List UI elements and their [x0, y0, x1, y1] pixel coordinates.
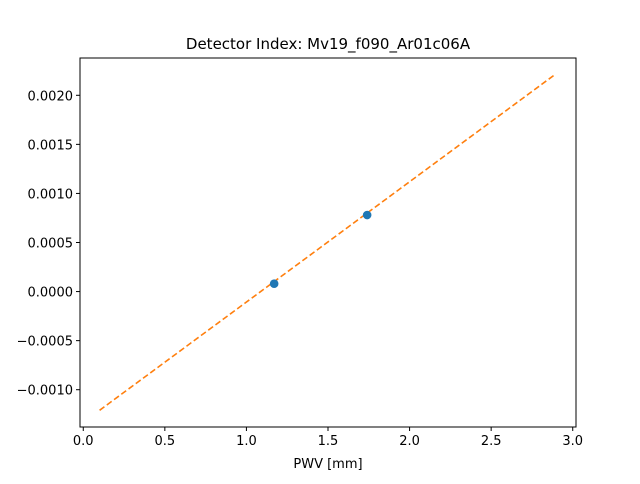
x-tick-label: 1.0: [236, 434, 257, 449]
x-tick-label: 0.5: [154, 434, 175, 449]
y-tick-label: 0.0015: [28, 138, 74, 153]
x-tick-label: 1.5: [318, 434, 339, 449]
x-tick-label: 2.0: [399, 434, 420, 449]
x-tick-label: 3.0: [562, 434, 583, 449]
data-point: [269, 279, 279, 289]
x-axis-label: PWV [mm]: [293, 457, 362, 472]
y-tick-label: 0.0005: [28, 237, 74, 252]
y-tick-label: 0.0010: [28, 187, 74, 202]
y-tick-label: 0.0020: [28, 89, 74, 104]
plot-area: [99, 74, 556, 411]
y-tick-label: 0.0000: [28, 286, 74, 301]
x-tick-label: 0.0: [73, 434, 94, 449]
y-tick-label: −0.0010: [17, 384, 73, 399]
y-axis: −0.0010 −0.0005 0.0000 0.0005 0.0010 0.0015 0.…: [17, 89, 80, 399]
chart-title: Detector Index: Mv19_f090_Ar01c06A: [186, 35, 471, 54]
data-point: [362, 210, 372, 220]
fit-line: [99, 74, 556, 411]
x-tick-label: 2.5: [481, 434, 502, 449]
x-axis: 0.0 0.5 1.0 1.5 2.0 2.5 3.0: [73, 427, 583, 449]
y-tick-label: −0.0005: [17, 335, 73, 350]
